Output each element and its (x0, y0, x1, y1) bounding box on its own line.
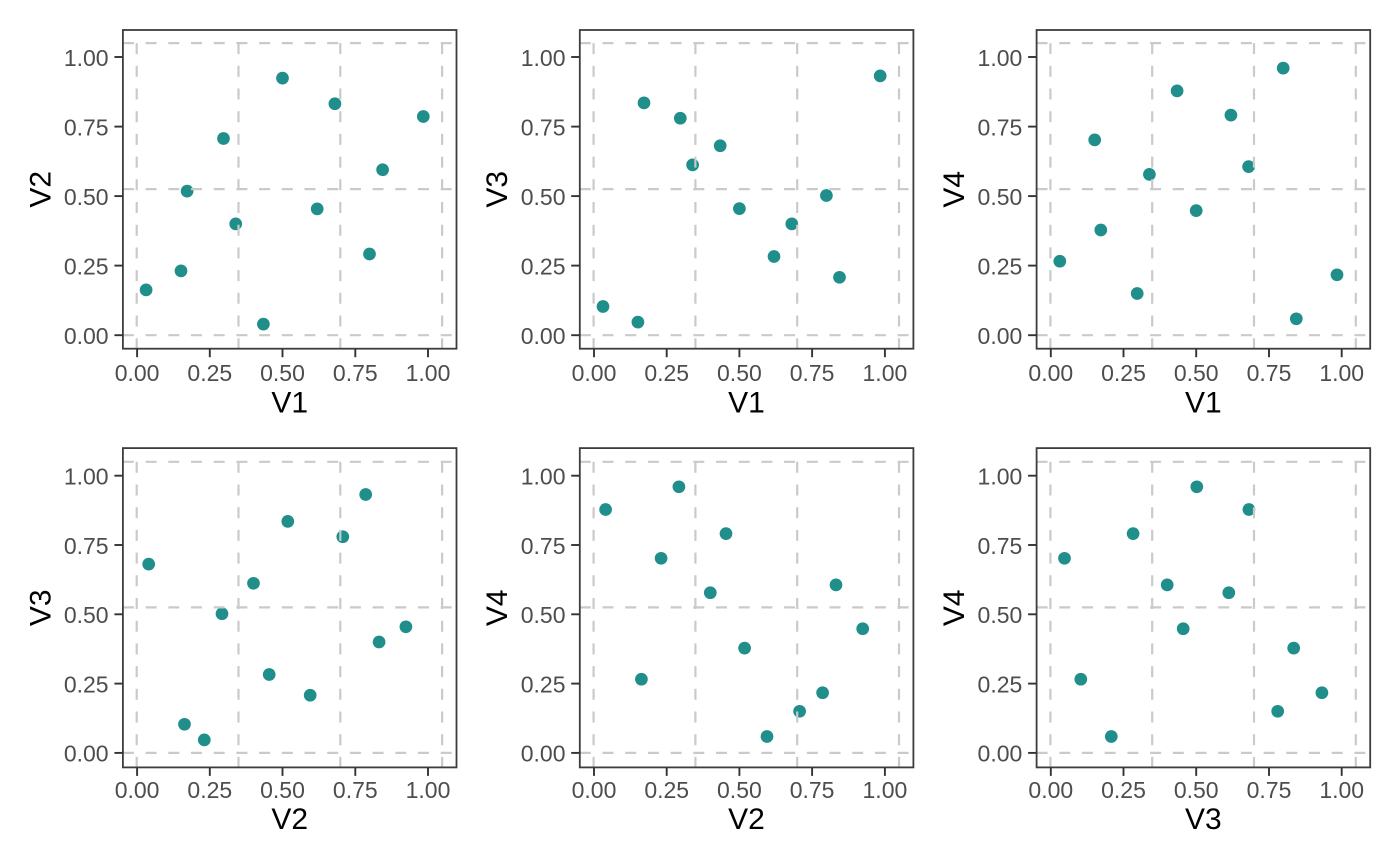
svg-text:0.00: 0.00 (1028, 777, 1073, 803)
svg-text:0.75: 0.75 (978, 533, 1023, 559)
svg-text:1.00: 1.00 (406, 360, 451, 386)
svg-text:0.25: 0.25 (521, 253, 566, 279)
svg-text:0.75: 0.75 (1247, 360, 1292, 386)
svg-text:0.75: 0.75 (790, 360, 835, 386)
svg-text:0.00: 0.00 (572, 777, 617, 803)
svg-text:1.00: 1.00 (64, 464, 109, 490)
svg-text:0.75: 0.75 (790, 777, 835, 803)
svg-text:0.75: 0.75 (521, 114, 566, 140)
svg-text:0.50: 0.50 (1174, 777, 1219, 803)
svg-text:0.50: 0.50 (717, 360, 762, 386)
svg-text:0.50: 0.50 (717, 777, 762, 803)
svg-text:1.00: 1.00 (406, 777, 451, 803)
svg-text:V4: V4 (938, 589, 971, 626)
svg-text:V2: V2 (271, 803, 308, 836)
svg-text:0.00: 0.00 (64, 323, 109, 349)
svg-text:0.75: 0.75 (64, 114, 109, 140)
svg-text:0.75: 0.75 (333, 777, 378, 803)
svg-text:V3: V3 (481, 171, 514, 208)
svg-text:0.00: 0.00 (978, 323, 1023, 349)
svg-text:0.25: 0.25 (644, 360, 689, 386)
svg-text:0.25: 0.25 (978, 671, 1023, 697)
svg-text:0.25: 0.25 (64, 253, 109, 279)
svg-text:0.00: 0.00 (64, 741, 109, 767)
svg-text:0.00: 0.00 (521, 741, 566, 767)
svg-text:0.25: 0.25 (521, 671, 566, 697)
svg-text:0.50: 0.50 (260, 777, 305, 803)
svg-text:1.00: 1.00 (863, 360, 908, 386)
svg-text:0.50: 0.50 (260, 360, 305, 386)
svg-text:1.00: 1.00 (521, 45, 566, 71)
svg-text:0.25: 0.25 (644, 777, 689, 803)
svg-text:V4: V4 (938, 171, 971, 208)
svg-text:0.50: 0.50 (64, 602, 109, 628)
svg-text:0.00: 0.00 (572, 360, 617, 386)
svg-text:0.25: 0.25 (64, 671, 109, 697)
svg-text:1.00: 1.00 (978, 45, 1023, 71)
svg-text:V1: V1 (728, 387, 765, 420)
svg-text:V2: V2 (24, 171, 57, 208)
svg-text:0.50: 0.50 (521, 602, 566, 628)
svg-text:1.00: 1.00 (521, 464, 566, 490)
svg-text:0.25: 0.25 (187, 777, 232, 803)
svg-text:0.75: 0.75 (1247, 777, 1292, 803)
svg-text:0.25: 0.25 (1101, 777, 1146, 803)
svg-text:V3: V3 (1185, 803, 1222, 836)
svg-text:0.00: 0.00 (115, 777, 160, 803)
svg-text:0.25: 0.25 (1101, 360, 1146, 386)
svg-text:V1: V1 (271, 387, 308, 420)
svg-text:0.00: 0.00 (521, 323, 566, 349)
svg-text:0.25: 0.25 (187, 360, 232, 386)
svg-text:0.75: 0.75 (64, 533, 109, 559)
svg-text:0.75: 0.75 (333, 360, 378, 386)
svg-text:0.75: 0.75 (521, 533, 566, 559)
svg-text:0.00: 0.00 (978, 741, 1023, 767)
svg-text:1.00: 1.00 (863, 777, 908, 803)
svg-text:0.50: 0.50 (64, 184, 109, 210)
svg-text:0.25: 0.25 (978, 253, 1023, 279)
svg-text:0.00: 0.00 (1028, 360, 1073, 386)
svg-text:V2: V2 (728, 803, 765, 836)
svg-text:V3: V3 (24, 589, 57, 626)
svg-text:0.50: 0.50 (1174, 360, 1219, 386)
svg-text:0.75: 0.75 (978, 114, 1023, 140)
svg-text:0.50: 0.50 (978, 184, 1023, 210)
svg-text:1.00: 1.00 (978, 464, 1023, 490)
svg-text:V4: V4 (481, 589, 514, 626)
svg-text:0.00: 0.00 (115, 360, 160, 386)
svg-text:1.00: 1.00 (64, 45, 109, 71)
svg-text:1.00: 1.00 (1319, 360, 1364, 386)
svg-text:0.50: 0.50 (521, 184, 566, 210)
svg-text:V1: V1 (1185, 387, 1222, 420)
svg-text:0.50: 0.50 (978, 602, 1023, 628)
svg-text:1.00: 1.00 (1319, 777, 1364, 803)
